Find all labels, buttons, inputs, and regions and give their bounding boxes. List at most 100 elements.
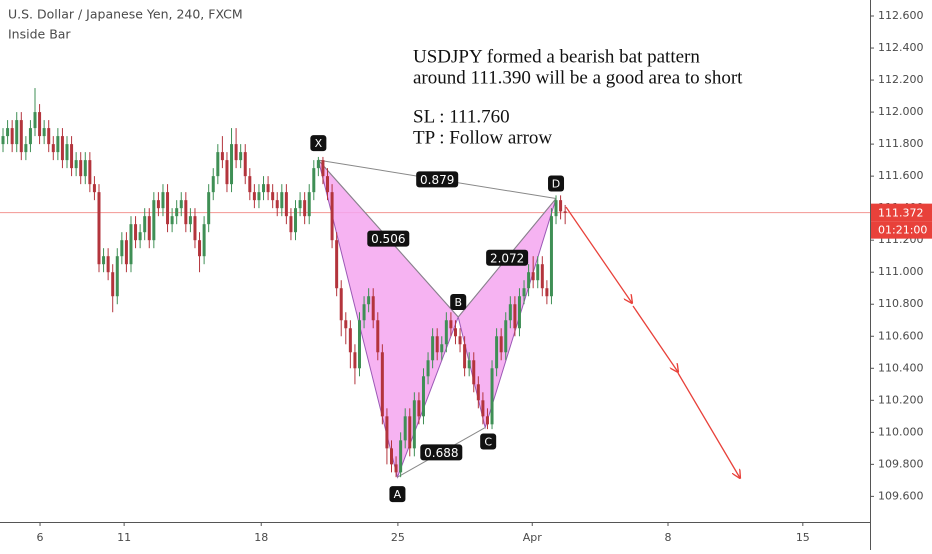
candle-body	[193, 216, 197, 241]
y-tick-label: 112.200	[878, 73, 924, 86]
candle-body	[15, 120, 19, 145]
candle-body	[234, 144, 238, 161]
ratio-box	[367, 230, 410, 247]
candle-body	[294, 208, 298, 233]
candle-body	[147, 216, 151, 241]
candle-body	[453, 328, 457, 337]
candle-body	[495, 336, 499, 369]
candle-body	[298, 200, 302, 209]
x-tick-label: Apr	[523, 531, 543, 544]
chart-title: U.S. Dollar / Japanese Yen, 240, FXCM	[8, 7, 243, 22]
candle-body	[426, 360, 430, 377]
candle-body	[65, 144, 69, 161]
x-tick-label: 15	[796, 531, 810, 544]
candle-body	[207, 192, 211, 225]
candle-body	[449, 320, 453, 329]
countdown-tag	[871, 221, 932, 239]
y-tick-label: 110.600	[878, 329, 924, 342]
candle-body	[412, 400, 416, 449]
candle-body	[540, 264, 544, 289]
candle-body	[330, 192, 334, 241]
candle-body	[307, 192, 311, 217]
candle-body	[161, 192, 165, 209]
ratio-box	[420, 444, 463, 461]
candle-body	[60, 136, 64, 161]
point-box	[310, 135, 327, 152]
candle-body	[353, 352, 357, 369]
candle-body	[545, 288, 549, 297]
candle-body	[348, 328, 352, 353]
projection-arrow	[565, 206, 632, 303]
y-tick-label: 109.600	[878, 489, 924, 502]
candle-body	[316, 160, 320, 169]
candle-body	[472, 360, 476, 385]
candle-body	[220, 152, 224, 161]
candle-body	[134, 224, 138, 241]
candle-body	[357, 320, 361, 369]
candle-body	[303, 200, 307, 217]
point-box	[480, 433, 497, 450]
candle-body	[394, 464, 398, 473]
candle-body	[389, 448, 393, 465]
candle-body	[10, 128, 14, 145]
candle-body	[312, 168, 316, 193]
candle-body	[129, 224, 133, 265]
candle-body	[536, 264, 540, 281]
y-tick-label: 110.200	[878, 393, 924, 406]
point-label: A	[394, 488, 402, 501]
candle-body	[92, 184, 96, 193]
candle-body	[335, 240, 339, 289]
candle-body	[175, 208, 179, 217]
x-tick-label: 8	[664, 531, 671, 544]
candle-body	[83, 160, 87, 177]
candle-body	[97, 192, 101, 265]
candle-body	[403, 416, 407, 441]
candle-body	[124, 240, 128, 265]
point-box	[450, 294, 467, 311]
candle-body	[371, 296, 375, 321]
candle-body	[522, 288, 526, 297]
projection-arrow	[677, 372, 740, 478]
candle-body	[458, 336, 462, 345]
x-tick-label: 6	[37, 531, 44, 544]
candle-body	[152, 200, 156, 241]
y-tick-label: 111.000	[878, 265, 924, 278]
candle-body	[431, 336, 435, 361]
candle-body	[490, 368, 494, 425]
candle-body	[563, 211, 567, 213]
candle-body	[198, 240, 202, 257]
candle-body	[248, 176, 252, 193]
candle-body	[179, 200, 183, 209]
candle-body	[88, 160, 92, 185]
y-tick-label: 112.600	[878, 9, 924, 22]
candle-body	[74, 160, 78, 169]
candle-body	[531, 272, 535, 281]
point-box	[389, 486, 406, 503]
candle-body	[467, 360, 471, 369]
ratio-label: 0.688	[424, 446, 458, 460]
price-tag	[871, 203, 932, 222]
candle-body	[225, 160, 229, 185]
countdown-label: 01:21:00	[878, 224, 927, 237]
candle-body	[399, 440, 403, 473]
candle-body	[440, 344, 444, 353]
point-label: C	[484, 436, 492, 449]
ratio-box	[416, 171, 459, 188]
candle-body	[70, 144, 74, 169]
candle-body	[138, 232, 142, 241]
annotation: around 111.390 will be a good area to sh…	[413, 67, 743, 88]
candle-body	[435, 336, 439, 353]
candle-body	[385, 416, 389, 449]
candle-body	[559, 200, 563, 212]
candle-body	[280, 192, 284, 209]
candle-body	[120, 240, 124, 257]
candle-body	[257, 192, 261, 201]
y-tick-label: 109.800	[878, 457, 924, 470]
candle-body	[202, 224, 206, 257]
point-label: D	[552, 178, 560, 191]
candle-body	[170, 216, 174, 225]
candle-body	[243, 152, 247, 177]
y-tick-label: 111.600	[878, 169, 924, 182]
